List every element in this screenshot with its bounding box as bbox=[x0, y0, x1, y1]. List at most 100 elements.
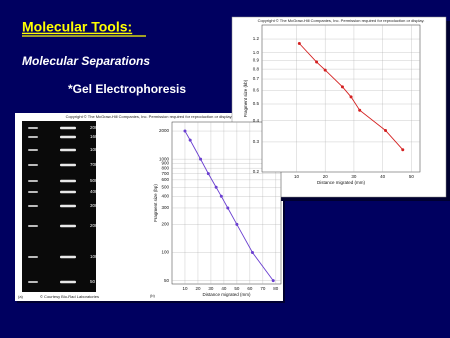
x-tick-label: 30 bbox=[351, 174, 357, 179]
y-axis-label: Fragment size (bp) bbox=[153, 184, 158, 222]
y-tick-label: 700 bbox=[161, 171, 169, 176]
y-tick-label: 0.2 bbox=[253, 169, 260, 174]
y-tick-label: 0.7 bbox=[253, 76, 260, 81]
y-tick-label: 600 bbox=[161, 177, 169, 182]
gel-band bbox=[60, 224, 76, 228]
band-label: 700 bbox=[90, 162, 98, 167]
data-point bbox=[401, 148, 405, 152]
y-tick-label: 500 bbox=[161, 184, 169, 189]
band-label: 200 bbox=[90, 223, 98, 228]
data-point bbox=[297, 42, 301, 46]
plot-area bbox=[261, 24, 421, 173]
band-label: 500 bbox=[90, 178, 98, 183]
data-point bbox=[271, 279, 275, 283]
gel-band bbox=[60, 190, 76, 194]
y-tick-label: 50 bbox=[164, 278, 170, 283]
x-tick-label: 10 bbox=[294, 174, 300, 179]
band-label: 300 bbox=[90, 203, 98, 208]
gel-band bbox=[28, 205, 38, 207]
data-point bbox=[214, 185, 218, 189]
x-axis-label: Distance migrated (mm) bbox=[202, 292, 251, 297]
gel-band bbox=[60, 255, 76, 259]
gel-band bbox=[60, 163, 76, 167]
data-point bbox=[199, 157, 203, 161]
x-tick-label: 10 bbox=[182, 286, 188, 291]
x-tick-label: 70 bbox=[260, 286, 266, 291]
data-point bbox=[226, 206, 230, 210]
data-point bbox=[358, 108, 362, 112]
y-tick-label: 100 bbox=[161, 250, 169, 255]
x-tick-label: 60 bbox=[247, 286, 253, 291]
y-tick-label: 800 bbox=[161, 165, 169, 170]
data-point bbox=[349, 95, 353, 99]
gel-band bbox=[28, 225, 38, 227]
gel-band bbox=[28, 136, 38, 138]
y-axis-label: Fragment size (kb) bbox=[243, 79, 248, 117]
y-tick-label: 1.0 bbox=[253, 50, 260, 55]
slide-bullet: *Gel Electrophoresis bbox=[68, 82, 186, 96]
band-label: 100 bbox=[90, 254, 98, 259]
data-point bbox=[250, 251, 254, 255]
y-tick-label: 200 bbox=[161, 222, 169, 227]
gel-band bbox=[28, 164, 38, 166]
gel-band bbox=[60, 126, 76, 130]
y-tick-label: 0.8 bbox=[253, 66, 260, 71]
gel-band bbox=[28, 256, 38, 258]
data-point bbox=[219, 194, 223, 198]
data-point bbox=[206, 172, 210, 176]
gel-bands: 2000 bp 1600 1000 700 500 400 300 200 100 50 bbox=[28, 125, 107, 284]
x-tick-label: 50 bbox=[234, 286, 240, 291]
y-tick-label: 1000 bbox=[159, 156, 170, 161]
gel-band bbox=[28, 127, 38, 129]
fit-line bbox=[299, 43, 404, 151]
data-point bbox=[235, 222, 239, 226]
gel-band bbox=[60, 179, 76, 183]
x-tick-label: 40 bbox=[380, 174, 386, 179]
data-point bbox=[315, 60, 319, 64]
band-label: 400 bbox=[90, 189, 98, 194]
band-label: 2000 bp bbox=[90, 125, 107, 130]
y-tick-label: 900 bbox=[161, 161, 169, 166]
panel-label: (a) bbox=[18, 294, 24, 299]
gel-band bbox=[28, 149, 38, 151]
gel-band bbox=[60, 280, 76, 284]
gel-band bbox=[28, 281, 38, 283]
y-tick-label: 400 bbox=[161, 193, 169, 198]
gel-band bbox=[28, 191, 38, 193]
x-tick-label: 80 bbox=[273, 286, 279, 291]
band-label: 1600 bbox=[90, 134, 101, 139]
gel-band bbox=[28, 180, 38, 182]
x-axis-label: Distance migrated (mm) bbox=[317, 180, 366, 185]
y-tick-label: 0.3 bbox=[253, 139, 260, 144]
gel-band bbox=[60, 148, 76, 152]
y-tick-label: 0.6 bbox=[253, 88, 260, 93]
fit-line bbox=[184, 130, 274, 281]
data-point bbox=[188, 138, 192, 142]
data-point bbox=[183, 129, 187, 133]
gel-band bbox=[60, 135, 76, 139]
gel-band bbox=[60, 204, 76, 208]
panel-label: (b) bbox=[150, 293, 156, 298]
data-point bbox=[340, 85, 344, 89]
y-tick-label: 1.2 bbox=[253, 36, 260, 41]
x-tick-label: 20 bbox=[195, 286, 201, 291]
data-point bbox=[323, 68, 327, 72]
y-tick-label: 300 bbox=[161, 205, 169, 210]
x-tick-label: 20 bbox=[323, 174, 329, 179]
y-tick-label: 0.5 bbox=[253, 101, 260, 106]
data-point bbox=[384, 128, 388, 132]
y-tick-label: 0.9 bbox=[253, 58, 260, 63]
x-tick-label: 30 bbox=[208, 286, 214, 291]
copyright: Copyright © The McGraw-Hill Companies, I… bbox=[258, 18, 425, 23]
band-label: 50 bbox=[90, 279, 96, 284]
y-tick-label: 0.4 bbox=[253, 118, 260, 123]
photo-credit: © Courtesy Bio-Rad Laboratories bbox=[40, 294, 99, 299]
copyright: Copyright © The McGraw-Hill Companies, I… bbox=[66, 114, 233, 119]
x-tick-label: 40 bbox=[221, 286, 227, 291]
y-tick-label: 2000 bbox=[159, 128, 170, 133]
x-tick-label: 50 bbox=[409, 174, 415, 179]
slide-subtitle: Molecular Separations bbox=[22, 54, 150, 68]
slide-title: Molecular Tools: bbox=[22, 19, 132, 35]
band-label: 1000 bbox=[90, 147, 101, 152]
